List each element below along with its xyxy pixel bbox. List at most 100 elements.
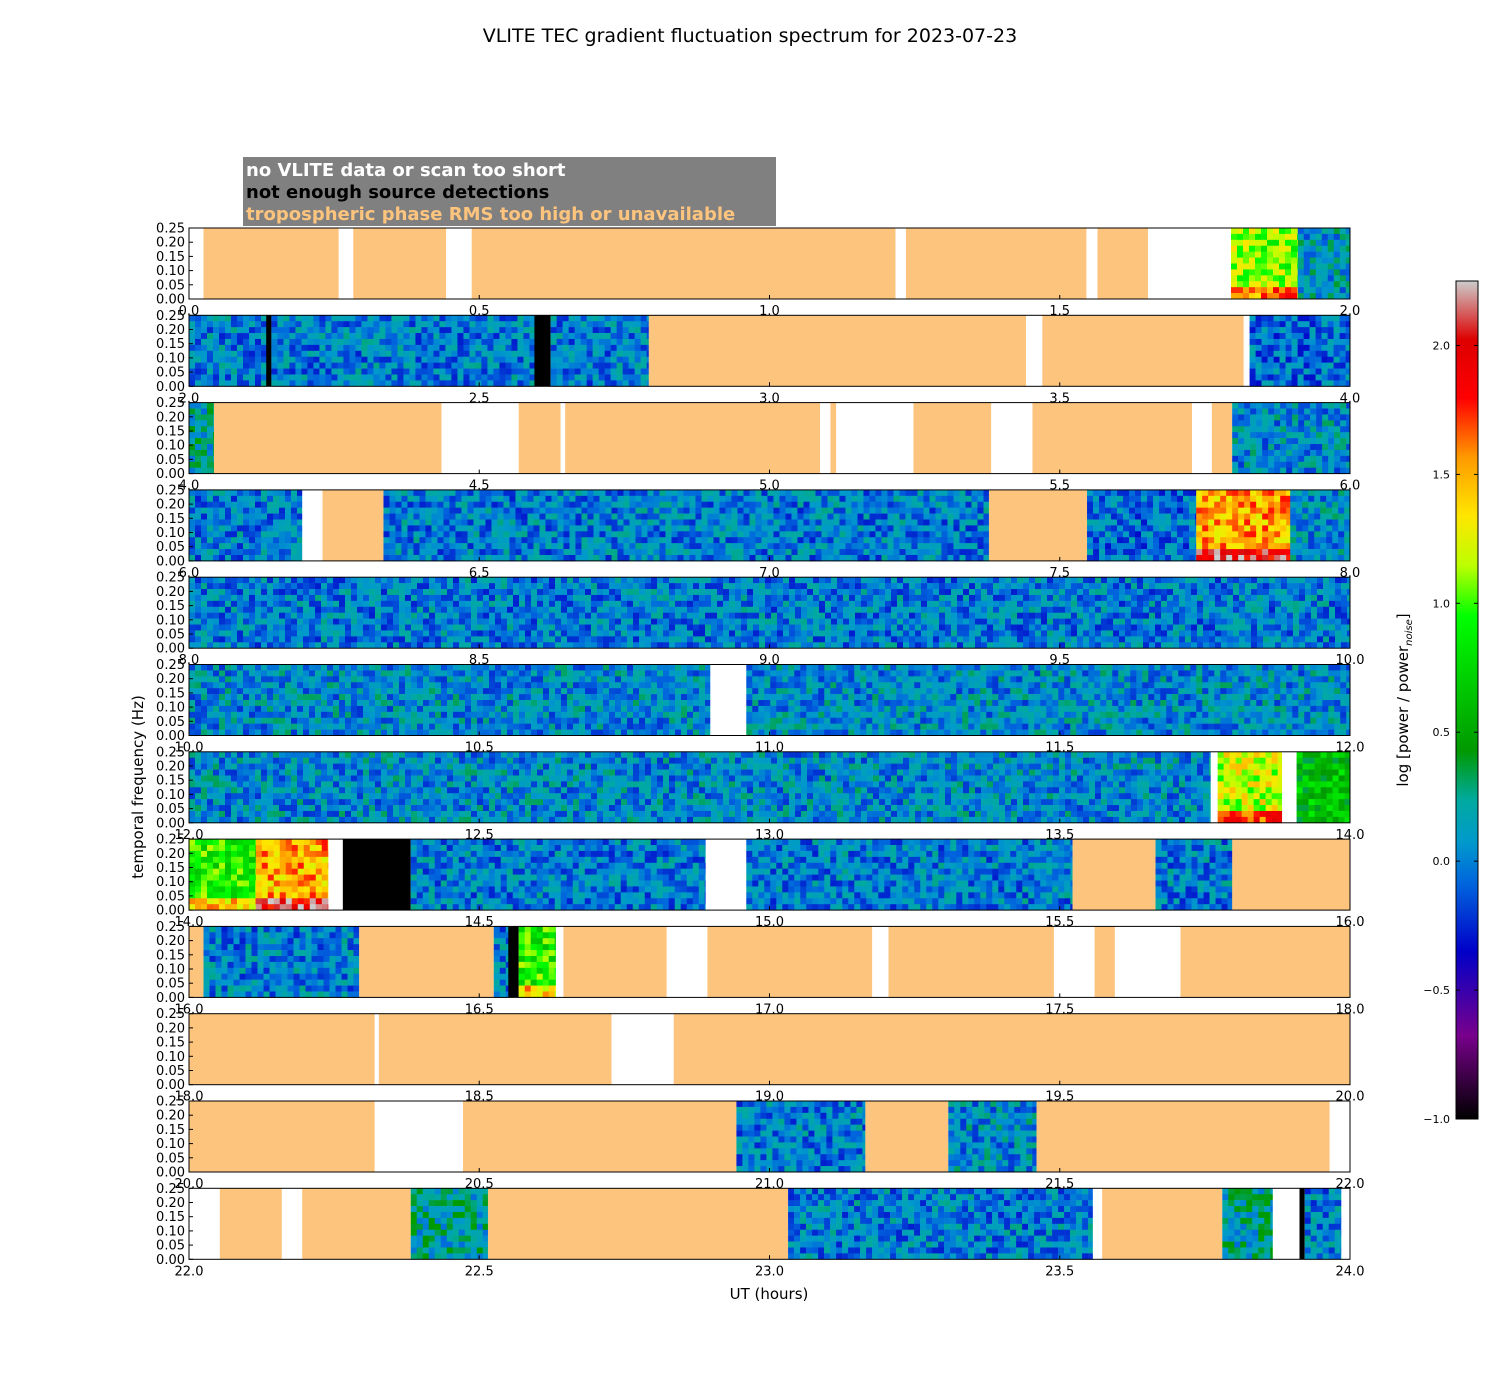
spectrum-cell [683, 507, 690, 514]
spectrum-cell [585, 583, 592, 590]
spectrum-cell [640, 356, 647, 363]
spectrum-cell [303, 642, 310, 649]
spectrum-cell [545, 525, 552, 532]
spectrum-cell [225, 583, 232, 590]
spectrum-cell [1309, 228, 1317, 235]
spectrum-cell [609, 583, 616, 590]
spectrum-cell [929, 489, 936, 497]
spectrum-cell [333, 606, 340, 613]
spectrum-cell [255, 362, 262, 369]
spectrum-cell [615, 589, 622, 596]
spectrum-cell [611, 543, 618, 550]
spectrum-cell [857, 513, 864, 520]
spectrum-cell [603, 589, 610, 596]
spectrum-cell [521, 537, 528, 544]
spectrum-cell [533, 489, 540, 497]
spectrum-cell [761, 507, 768, 514]
spectrum-cell [1327, 251, 1335, 258]
spectrum-cell [367, 321, 374, 328]
spectrum-cell [699, 630, 706, 637]
spectrum-cell [403, 333, 410, 340]
spectrum-cell [965, 531, 972, 538]
spectrum-cell [1183, 554, 1190, 562]
spectrum-cell [237, 594, 244, 602]
spectrum-cell [568, 368, 575, 375]
spectrum-cell [477, 606, 484, 613]
spectrum-cell [1332, 543, 1339, 550]
spectrum-cell [1255, 321, 1262, 328]
spectrum-cell [651, 642, 658, 649]
spectrum-cell [195, 600, 202, 608]
spectrum-cell [379, 362, 386, 369]
spectrum-cell [403, 362, 410, 369]
spectrum-cell [1135, 507, 1142, 514]
spectrum-cell [291, 630, 298, 637]
spectrum-cell [469, 368, 476, 375]
spectrum-cell [1333, 269, 1341, 276]
spectrum-cell [749, 537, 756, 544]
spectrum-cell [965, 554, 972, 562]
spectrum-cell [597, 583, 604, 590]
spectrum-cell [773, 531, 780, 538]
spectrum-cell [1286, 467, 1293, 474]
spectrum-cell [1255, 362, 1262, 369]
spectrum-cell [1165, 513, 1172, 520]
spectrum-cell [591, 583, 598, 590]
spectrum-cell [213, 374, 220, 381]
spectrum-cell [623, 531, 630, 538]
spectrum-cell [1195, 549, 1197, 556]
spectrum-cell [489, 612, 496, 619]
spectrum-cell [357, 606, 364, 613]
spectrum-cell [599, 554, 606, 562]
spectrum-cell [437, 525, 444, 532]
spectrum-cell [319, 338, 326, 346]
spectrum-cell [285, 549, 292, 556]
spectrum-cell [1321, 327, 1328, 334]
spectrum-cell [1291, 239, 1298, 247]
spectrum-cell [375, 642, 382, 649]
spectrum-cell [423, 594, 430, 602]
spectrum-cell [381, 630, 388, 637]
spectrum-cell [385, 368, 392, 375]
spectrum-cell [1344, 537, 1351, 544]
spectrum-cell [373, 344, 380, 352]
spectrum-cell [291, 501, 298, 508]
spectrum-cell [539, 549, 546, 556]
spectrum-cell [586, 374, 593, 381]
spectrum-cell [327, 594, 334, 602]
spectrum-cell [225, 537, 232, 544]
spectrum-cell [321, 612, 328, 619]
spectrum-cell [381, 594, 388, 602]
spectrum-cell [1244, 554, 1251, 562]
spectrum-cell [887, 525, 894, 532]
spectrum-cell [935, 489, 942, 497]
spectrum-cell [485, 549, 492, 556]
spectrum-cell [591, 600, 598, 608]
spectrum-cell [585, 589, 592, 596]
spectrum-cell [1093, 507, 1100, 514]
spectrum-cell [1268, 449, 1275, 457]
spectrum-cell [1243, 233, 1250, 241]
spectrum-cell [273, 537, 280, 544]
spectrum-cell [475, 321, 482, 328]
spectrum-cell [911, 531, 918, 538]
spectrum-cell [333, 636, 340, 643]
spectrum-cell [911, 549, 918, 556]
spectrum-cell [1171, 554, 1178, 562]
spectrum-cell [349, 321, 356, 328]
spectrum-cell [201, 414, 208, 421]
spectrum-cell [291, 624, 298, 631]
spectrum-cell [1267, 239, 1274, 247]
spectrum-cell [1303, 333, 1310, 340]
spectrum-cell [759, 600, 766, 608]
spectrum-cell [587, 531, 594, 538]
spectrum-cell [641, 489, 648, 497]
spectrum-cell [511, 315, 518, 322]
spectrum-cell [1309, 380, 1316, 387]
spectrum-cell [687, 577, 694, 584]
panel-2-4: 0.000.050.100.150.200.252.0 2.5 3.0 3.5 4.0 [156, 309, 1360, 407]
panel-6-8: 0.000.050.100.150.200.256.0 6.5 7.0 7.5 8.0 [156, 483, 1360, 581]
spectrum-cell [1327, 233, 1335, 241]
spectrum-cell [509, 495, 516, 503]
spectrum-cell [579, 583, 586, 590]
